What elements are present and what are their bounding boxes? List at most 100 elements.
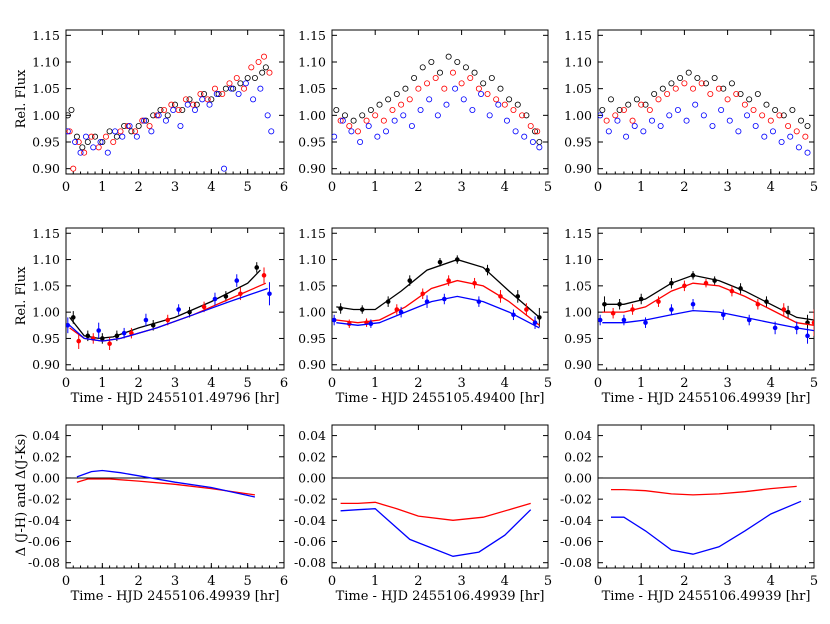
y-tick-label: 0.00 [564, 470, 592, 485]
data-point [769, 128, 776, 135]
data-point [785, 123, 792, 130]
data-point [629, 117, 636, 124]
data-point [471, 69, 478, 76]
x-tick-label: 3 [171, 180, 179, 195]
data-point [82, 133, 89, 140]
y-tick-label: 0.00 [32, 470, 60, 485]
data-point [646, 107, 653, 114]
plot-area [66, 469, 284, 498]
error-point [212, 296, 218, 302]
data-point [255, 59, 262, 66]
data-point [262, 64, 269, 71]
data-point [162, 117, 169, 124]
x-tick-label: 2 [414, 376, 422, 391]
data-point [139, 117, 146, 124]
data-point [802, 133, 809, 140]
data-point [106, 128, 113, 135]
y-tick-label: -0.04 [560, 513, 592, 528]
data-point [112, 128, 119, 135]
data-point [81, 149, 88, 156]
data-point [480, 80, 487, 87]
panel-r2c2: 0 1 2 3 4 5 0.90 0.95 1.00 1.05 1.10 1.15 Time - HJD… [298, 226, 552, 406]
error-point [638, 296, 644, 302]
data-point [750, 107, 757, 114]
x-tick-label: 6 [280, 376, 288, 391]
y-tick-label: 0.00 [298, 470, 326, 485]
error-point [720, 312, 726, 318]
plot-area [332, 53, 543, 151]
y-tick-label: 1.10 [564, 252, 592, 267]
data-point [666, 112, 673, 119]
panels: 0 1 2 3 4 5 6 0.90 0.95 1.00 1.05 1.10 1.15 0 1 2 3 4 5 0.9… [28, 28, 818, 604]
data-point [458, 80, 465, 87]
x-tick-label: 6 [280, 574, 288, 589]
series-line [76, 478, 255, 496]
x-tick-label: 1 [371, 574, 379, 589]
plot-frame [597, 227, 815, 371]
x-tick-label: 0 [328, 376, 336, 391]
error-point [532, 320, 538, 325]
data-point [141, 117, 148, 124]
data-point [171, 101, 178, 108]
series-line [340, 501, 531, 521]
error-point [805, 333, 810, 339]
error-point [121, 330, 127, 336]
x-tick-label: 2 [680, 180, 688, 195]
series-line [611, 500, 802, 555]
series-line [611, 485, 797, 496]
y-tick-label: 1.15 [298, 28, 326, 43]
x-tick-label: 4 [207, 376, 215, 391]
data-point [443, 101, 450, 108]
error-point [476, 299, 482, 304]
data-point [332, 133, 338, 140]
data-point [467, 75, 474, 82]
data-point [534, 128, 541, 135]
y-tick-label: 1.15 [564, 226, 592, 241]
row1-ylabel: Rel. Flux [14, 69, 29, 128]
y-tick-label: 0.02 [32, 449, 60, 464]
error-point [85, 333, 91, 339]
data-point [709, 123, 716, 130]
data-point [233, 75, 240, 82]
data-point [380, 117, 387, 124]
error-point [442, 296, 447, 302]
data-point [70, 165, 77, 172]
y-tick-label: 1.15 [564, 28, 592, 43]
data-point [510, 107, 517, 114]
plot-frame [597, 29, 815, 175]
data-point [454, 59, 461, 66]
data-point [142, 117, 149, 124]
data-point [523, 112, 530, 119]
plot-area [332, 477, 548, 557]
data-point [199, 96, 206, 103]
data-point [237, 80, 244, 87]
data-point [478, 91, 485, 98]
x-tick-label: 0 [62, 180, 70, 195]
error-point [537, 315, 542, 320]
panel-r1c3: 0 1 2 3 4 5 0.90 0.95 1.00 1.05 1.10 1.15 [564, 28, 818, 195]
error-point [669, 280, 674, 286]
x-tick-label: 3 [171, 376, 179, 391]
y-tick-label: 0.04 [564, 428, 592, 443]
plot-area [66, 262, 272, 351]
data-point [605, 128, 612, 135]
x-tick-label: 4 [767, 574, 775, 589]
x-tick-label: 4 [501, 574, 509, 589]
error-point [234, 278, 240, 283]
data-point [752, 123, 759, 130]
data-point [242, 80, 249, 87]
data-point [744, 112, 751, 119]
data-point [261, 53, 268, 60]
y-tick-label: -0.06 [560, 534, 592, 549]
y-tick-label: 1.15 [32, 28, 60, 43]
data-point [374, 133, 381, 140]
y-tick-label: 0.95 [32, 331, 60, 346]
error-point [729, 288, 735, 294]
error-point [398, 309, 404, 315]
error-point [630, 307, 635, 312]
y-tick-label: 0.90 [32, 161, 60, 176]
data-point [659, 85, 666, 92]
data-point [664, 91, 671, 98]
x-tick-label: 3 [171, 574, 179, 589]
